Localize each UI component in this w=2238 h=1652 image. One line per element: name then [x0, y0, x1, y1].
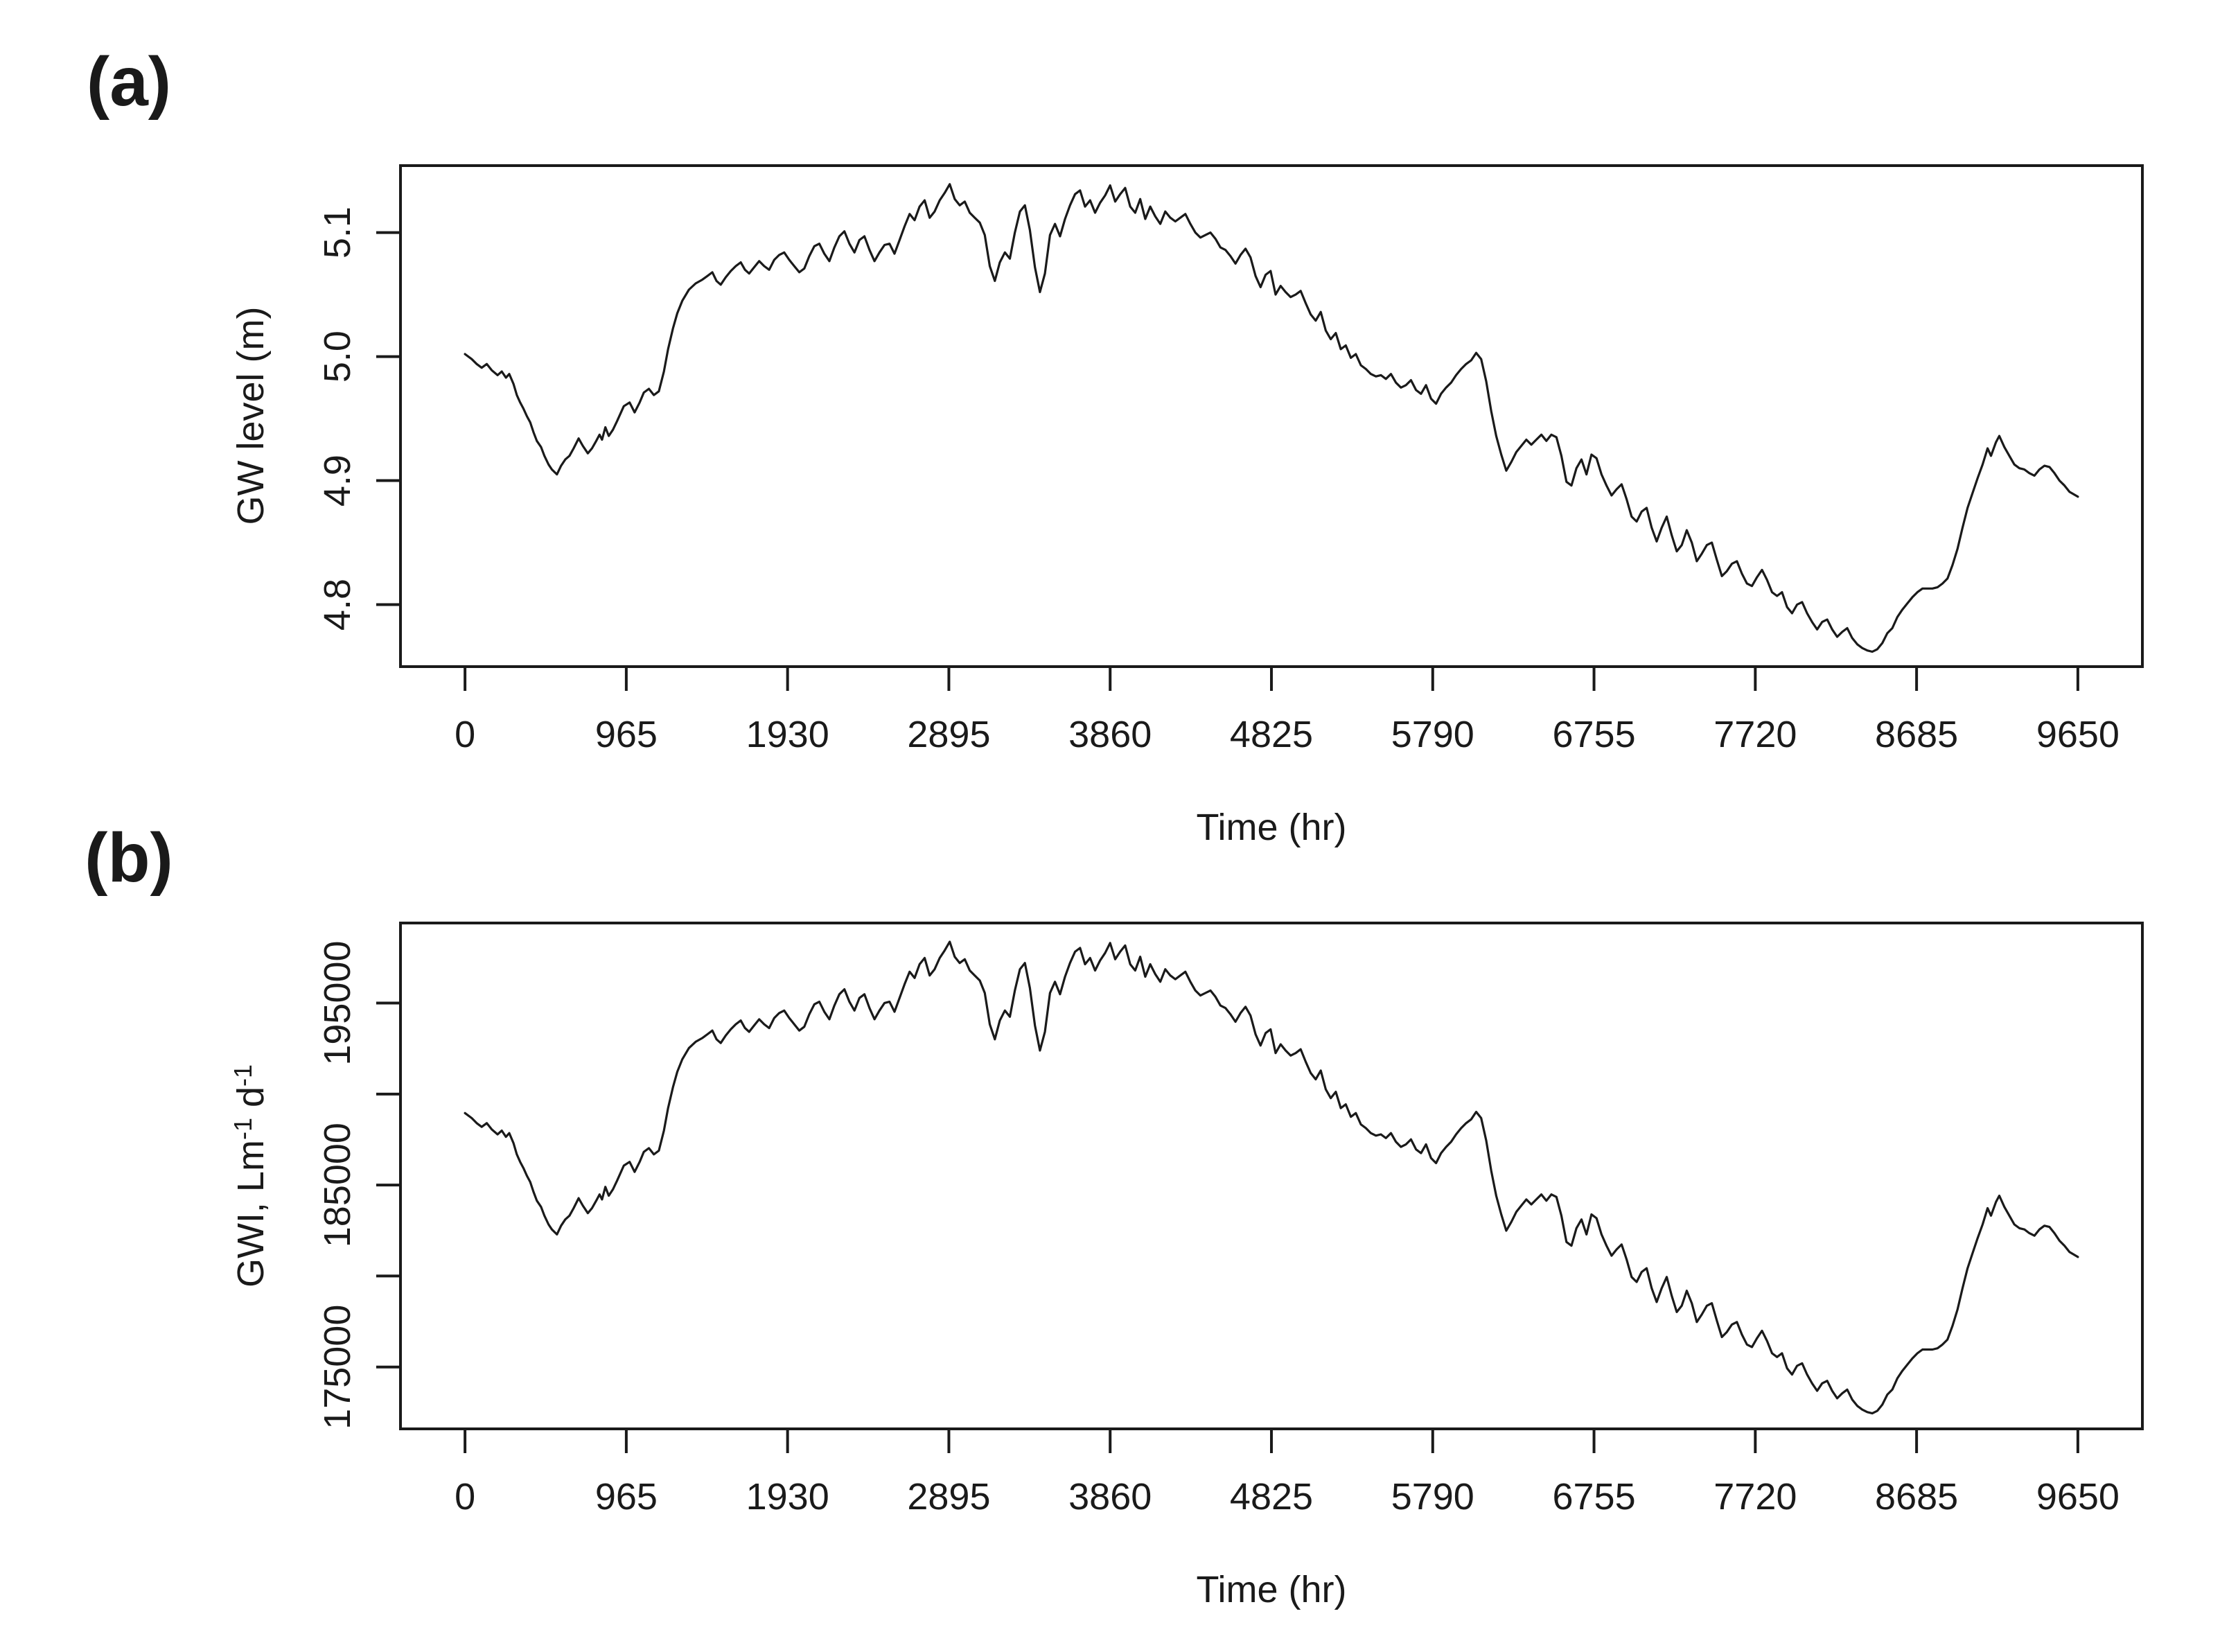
panel-b-box: [399, 922, 2144, 1430]
x-tick-label: 4825: [1230, 714, 1313, 755]
x-tick-label: 5790: [1391, 1476, 1474, 1518]
x-tick-label: 3860: [1068, 714, 1152, 755]
x-tick-label: 1930: [746, 1476, 829, 1518]
x-tick-label: 9650: [2036, 1476, 2120, 1518]
x-tick-label: 965: [595, 1476, 658, 1518]
x-tick-label: 2895: [907, 1476, 990, 1518]
x-tick-label: 7720: [1713, 714, 1797, 755]
panel-b-label: (b): [85, 819, 173, 897]
ylabel-text: GWI, Lm: [230, 1140, 272, 1288]
ylabel-superscript: -1: [229, 1118, 257, 1140]
y-tick-label: 4.9: [317, 455, 358, 507]
x-tick-label: 5790: [1391, 714, 1474, 755]
x-tick-label: 3860: [1068, 1476, 1152, 1518]
panel-a-label: (a): [87, 43, 171, 121]
x-tick-label: 8685: [1875, 1476, 1958, 1518]
ylabel-superscript: -1: [229, 1064, 257, 1087]
time-series-line: [464, 183, 2079, 653]
y-tick-label: 195000: [317, 940, 358, 1065]
panel-a-plot: 0 965 1930 2895 3860 4825 5790 6755 7720 8685 9650…: [317, 164, 2144, 755]
x-tick-label: 6755: [1552, 1476, 1635, 1518]
y-tick-label: 5.0: [317, 331, 358, 383]
y-tick-label: 175000: [317, 1305, 358, 1430]
panel-b-y-axis-title: GWI, Lm-1 d-1: [229, 1064, 272, 1288]
y-tick-label: 185000: [317, 1123, 358, 1247]
panel-b-plot: 0 965 1930 2895 3860 4825 5790 6755 7720 8685 9650…: [317, 922, 2144, 1518]
x-tick-label: 6755: [1552, 714, 1635, 755]
x-tick-label: 2895: [907, 714, 990, 755]
x-tick-label: 0: [455, 714, 475, 755]
x-tick-label: 8685: [1875, 714, 1958, 755]
panel-a-y-axis-title: GW level (m): [230, 307, 272, 525]
panel-b-x-axis-title: Time (hr): [1197, 1569, 1347, 1610]
x-tick-label: 1930: [746, 714, 829, 755]
panel-a-box: [399, 164, 2144, 668]
y-tick-label: 5.1: [317, 206, 358, 258]
x-tick-label: 0: [455, 1476, 475, 1518]
time-series-line: [464, 940, 2079, 1415]
ylabel-text: d: [230, 1087, 272, 1118]
panel-a-x-axis-title: Time (hr): [1197, 807, 1347, 848]
x-tick-label: 9650: [2036, 714, 2120, 755]
x-tick-label: 965: [595, 714, 658, 755]
x-tick-label: 4825: [1230, 1476, 1313, 1518]
x-tick-label: 7720: [1713, 1476, 1797, 1518]
y-tick-label: 4.8: [317, 579, 358, 631]
